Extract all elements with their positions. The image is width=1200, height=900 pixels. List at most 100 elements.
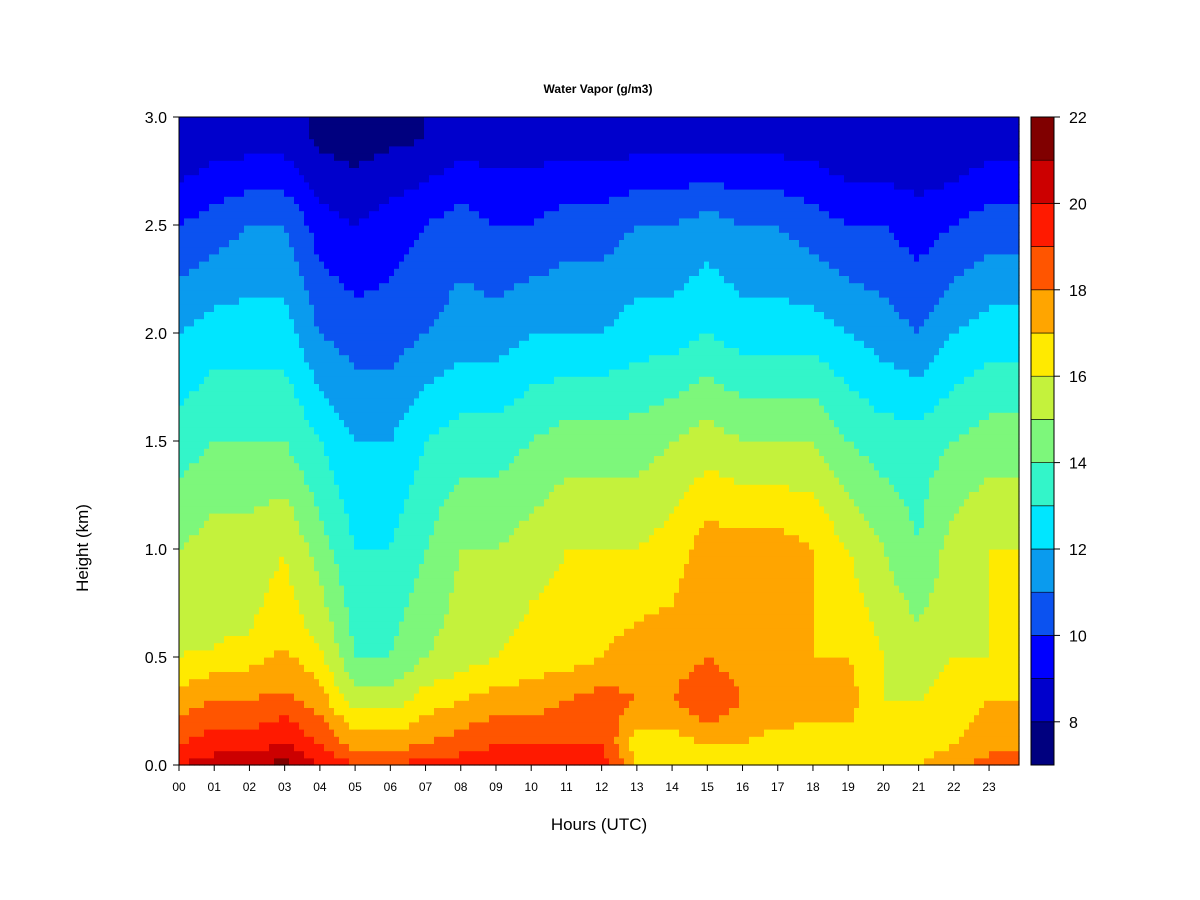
heatmap-cell: [439, 232, 445, 240]
heatmap-cell: [304, 376, 310, 384]
heatmap-cell: [284, 664, 290, 672]
heatmap-cell: [449, 361, 455, 370]
heatmap-cell: [289, 376, 295, 384]
heatmap-cell: [324, 743, 330, 752]
heatmap-cell: [434, 268, 440, 276]
heatmap-cell: [359, 570, 365, 579]
heatmap-cell: [304, 297, 310, 305]
heatmap-cell: [204, 491, 210, 500]
heatmap-cell: [379, 268, 385, 276]
heatmap-cell: [214, 225, 220, 233]
heatmap-cell: [294, 354, 300, 363]
heatmap-cell: [429, 412, 435, 420]
heatmap-cell: [409, 541, 415, 550]
heatmap-cell: [259, 585, 265, 593]
heatmap-cell: [369, 685, 375, 694]
heatmap-cell: [449, 585, 455, 593]
heatmap-cell: [244, 441, 250, 449]
heatmap-cell: [179, 462, 185, 471]
heatmap-cell: [269, 657, 275, 665]
heatmap-cell: [339, 304, 345, 312]
heatmap-cell: [429, 743, 435, 752]
heatmap-cell: [224, 383, 230, 392]
heatmap-cell: [264, 455, 270, 464]
heatmap-cell: [224, 455, 230, 464]
heatmap-cell: [229, 426, 235, 435]
heatmap-cell: [319, 736, 325, 744]
heatmap-cell: [394, 369, 400, 377]
heatmap-cell: [409, 477, 415, 485]
heatmap-cell: [359, 275, 365, 284]
heatmap-cell: [309, 707, 315, 716]
heatmap-cell: [374, 441, 380, 449]
heatmap-cell: [334, 707, 340, 716]
heatmap-cell: [294, 549, 300, 557]
heatmap-cell: [189, 369, 195, 377]
heatmap-cell: [394, 203, 400, 212]
heatmap-cell: [299, 138, 305, 147]
heatmap-cell: [264, 282, 270, 291]
heatmap-cell: [204, 426, 210, 435]
heatmap-cell: [184, 282, 190, 291]
heatmap-cell: [234, 412, 240, 420]
heatmap-cell: [449, 354, 455, 363]
heatmap-cell: [319, 412, 325, 420]
heatmap-cell: [184, 599, 190, 608]
heatmap-cell: [219, 419, 225, 428]
heatmap-cell: [424, 549, 430, 557]
heatmap-cell: [244, 498, 250, 507]
heatmap-cell: [184, 376, 190, 384]
heatmap-cell: [279, 340, 285, 348]
heatmap-cell: [224, 736, 230, 744]
heatmap-cell: [339, 153, 345, 161]
heatmap-cell: [329, 117, 335, 125]
heatmap-cell: [179, 729, 185, 737]
heatmap-cell: [329, 505, 335, 514]
heatmap-cell: [219, 685, 225, 694]
heatmap-cell: [214, 333, 220, 341]
heatmap-cell: [439, 642, 445, 651]
heatmap-cell: [434, 160, 440, 168]
heatmap-cell: [264, 649, 270, 658]
heatmap-cell: [434, 145, 440, 154]
heatmap-cell: [439, 275, 445, 284]
heatmap-cell: [249, 225, 255, 233]
heatmap-cell: [224, 563, 230, 572]
heatmap-cell: [219, 714, 225, 723]
heatmap-cell: [389, 462, 395, 471]
heatmap-cell: [299, 117, 305, 125]
heatmap-cell: [279, 325, 285, 334]
heatmap-cell: [424, 570, 430, 579]
heatmap-cell: [384, 138, 390, 147]
heatmap-cell: [394, 606, 400, 615]
heatmap-cell: [439, 189, 445, 197]
heatmap-cell: [409, 253, 415, 262]
heatmap-cell: [284, 405, 290, 413]
heatmap-cell: [304, 491, 310, 500]
heatmap-cell: [254, 361, 260, 370]
heatmap-cell: [444, 520, 450, 528]
heatmap-cell: [279, 318, 285, 327]
heatmap-cell: [204, 433, 210, 442]
heatmap-cell: [189, 563, 195, 572]
heatmap-cell: [269, 635, 275, 644]
heatmap-cell: [199, 721, 205, 730]
heatmap-cell: [249, 289, 255, 298]
heatmap-cell: [249, 318, 255, 327]
heatmap-cell: [414, 736, 420, 744]
heatmap-cell: [244, 541, 250, 550]
heatmap-cell: [329, 714, 335, 723]
heatmap-cell: [279, 657, 285, 665]
heatmap-cell: [244, 642, 250, 651]
heatmap-cell: [314, 462, 320, 471]
heatmap-cell: [374, 570, 380, 579]
heatmap-cell: [399, 232, 405, 240]
heatmap-cell: [439, 333, 445, 341]
heatmap-cell: [304, 246, 310, 255]
heatmap-cell: [454, 534, 460, 543]
heatmap-cell: [234, 311, 240, 320]
heatmap-cell: [334, 189, 340, 197]
heatmap-cell: [419, 642, 425, 651]
heatmap-cell: [269, 585, 275, 593]
heatmap-cell: [209, 577, 215, 586]
